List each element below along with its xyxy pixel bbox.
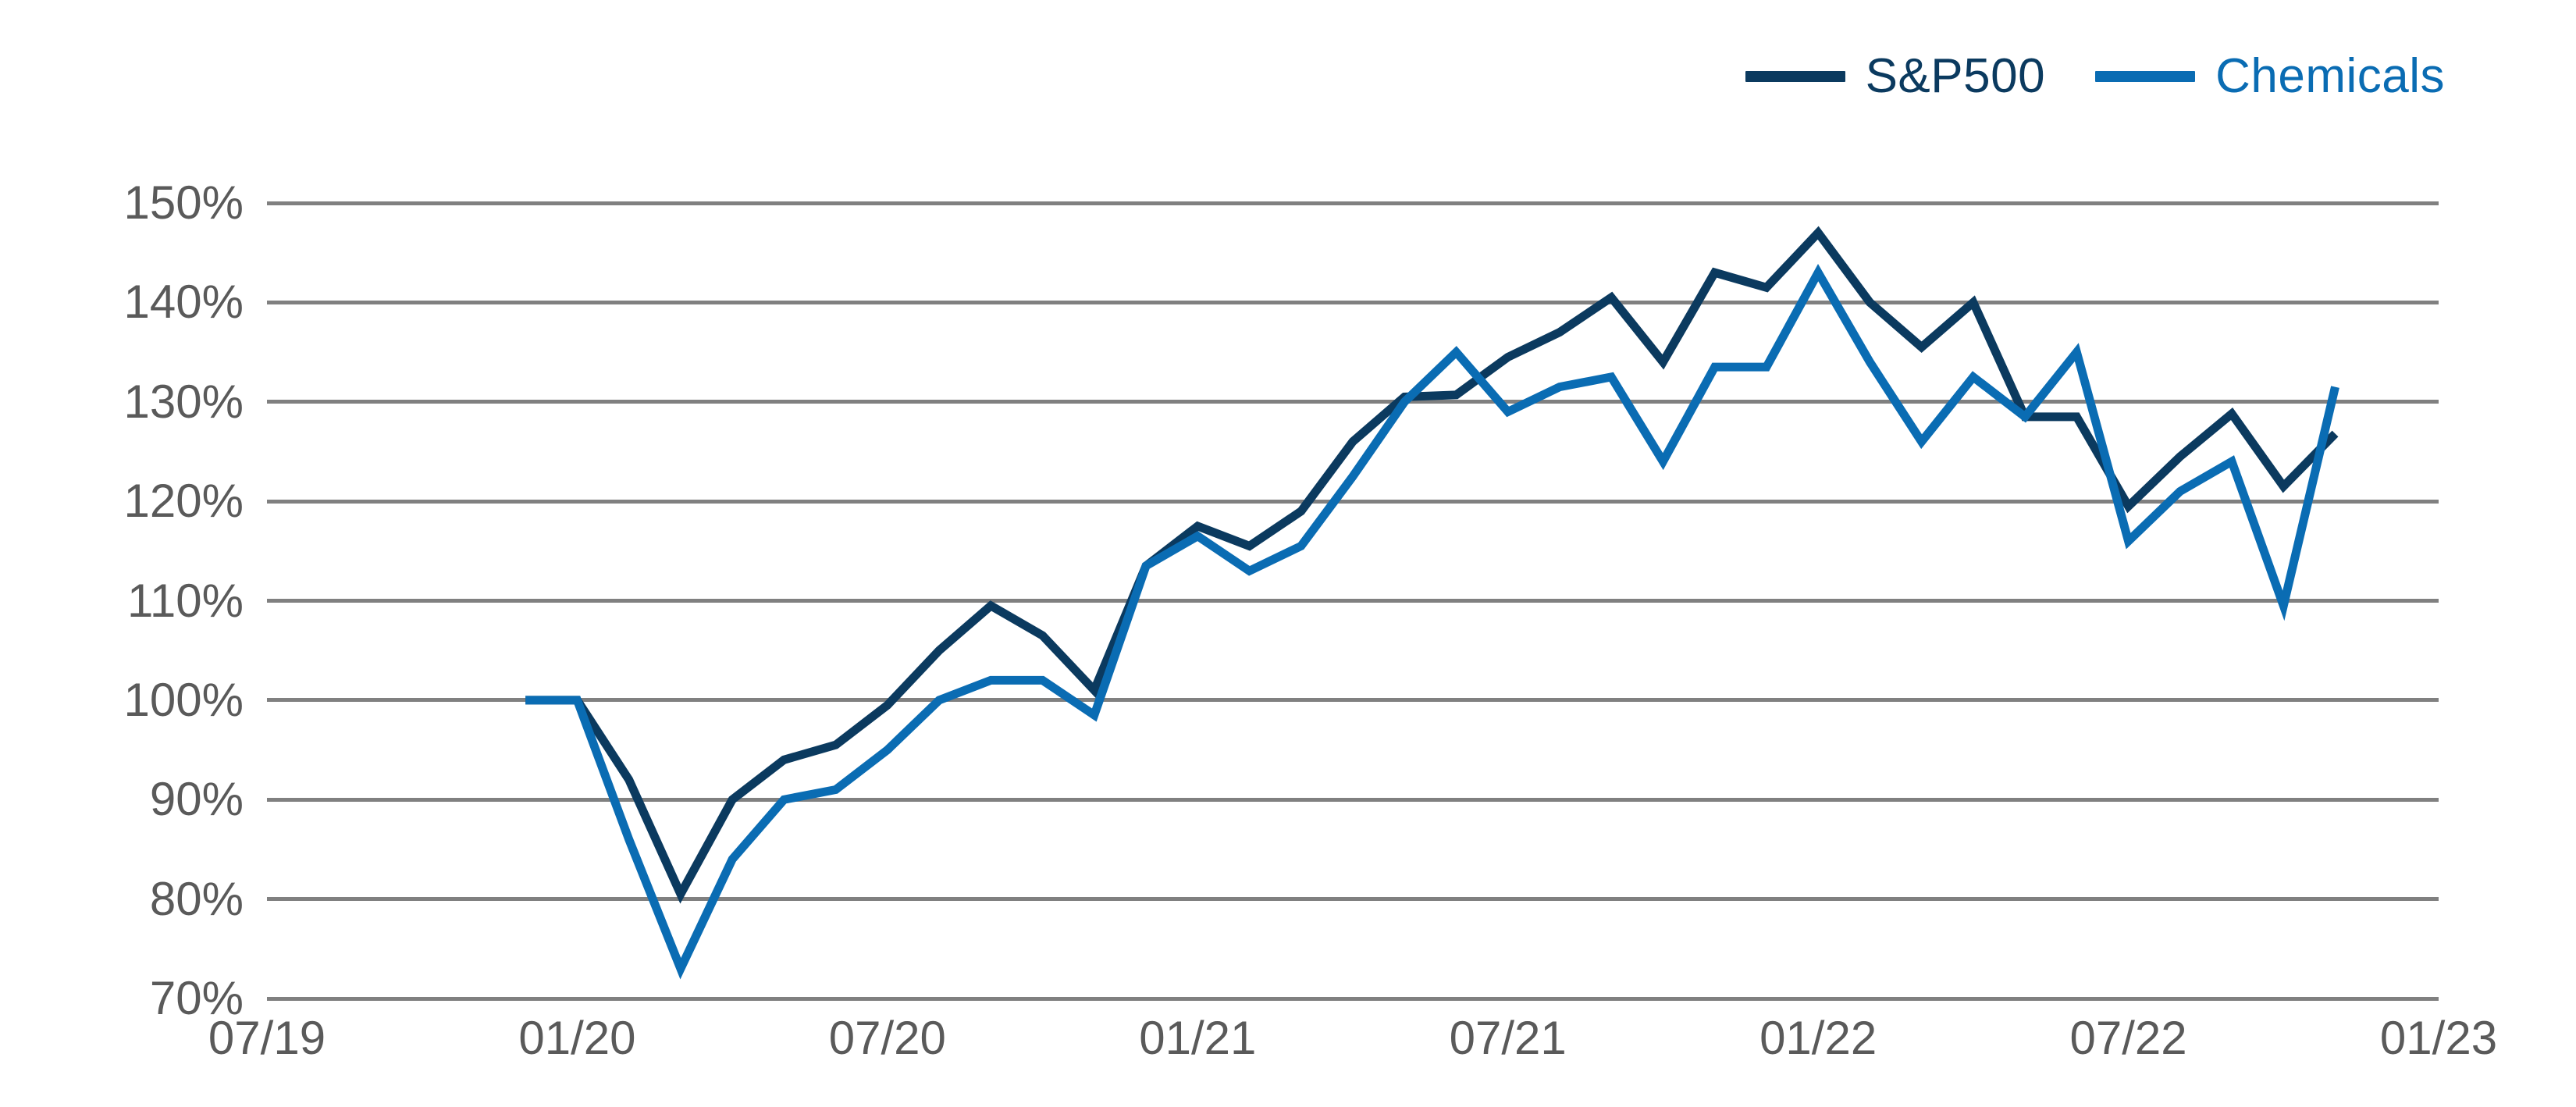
- y-axis-tick-label: 120%: [123, 475, 244, 528]
- series-layer: [525, 226, 2339, 980]
- legend-swatch-chemicals: [2095, 71, 2196, 82]
- y-axis-tick-label: 130%: [123, 375, 244, 428]
- x-axis-tick-label: 07/20: [828, 1012, 946, 1064]
- gridline: [267, 797, 2439, 802]
- x-axis-tick-label: 01/20: [518, 1012, 636, 1064]
- y-axis-tick-label: 110%: [126, 574, 244, 627]
- gridline: [267, 499, 2439, 504]
- gridline: [267, 996, 2439, 1001]
- legend-label-sp500: S&P500: [1865, 49, 2046, 103]
- y-axis-tick-label: 100%: [123, 673, 244, 726]
- y-axis-tick-label: 140%: [123, 276, 244, 329]
- legend-item-sp500[interactable]: S&P500: [1745, 52, 2046, 101]
- gridline: [267, 698, 2439, 703]
- x-axis-tick-label: 07/19: [208, 1012, 326, 1064]
- gridline: [267, 300, 2439, 304]
- gridline: [267, 400, 2439, 404]
- y-axis-tick-label: 70%: [149, 972, 244, 1024]
- series-line-s-p500: [525, 226, 2339, 904]
- legend-label-chemicals: Chemicals: [2215, 49, 2445, 103]
- plot-area: [267, 201, 2439, 1001]
- y-axis-tick-label: 90%: [149, 773, 244, 826]
- x-axis-tick-label: 07/21: [1449, 1012, 1567, 1064]
- series-line-chemicals: [525, 263, 2339, 980]
- gridline: [267, 201, 2439, 205]
- x-axis-tick-label: 01/23: [2379, 1012, 2498, 1064]
- x-axis-tick-label: 01/21: [1139, 1012, 1257, 1064]
- x-axis-tick-label: 07/22: [2069, 1012, 2187, 1064]
- legend-item-chemicals[interactable]: Chemicals: [2095, 52, 2445, 101]
- gridline: [267, 897, 2439, 902]
- legend-swatch-sp500: [1745, 71, 1845, 82]
- chart-legend: S&P500 Chemicals: [0, 45, 2576, 108]
- y-axis: 150% 140% 130% 120% 110% 100% 90% 80% 70%: [0, 180, 244, 1022]
- x-axis-tick-label: 01/22: [1759, 1012, 1877, 1064]
- x-axis: 07/19 01/20 07/20 01/21 07/21 01/22 07/22 01/23: [0, 1015, 2576, 1085]
- y-axis-tick-label: 150%: [123, 176, 244, 229]
- gridline: [267, 599, 2439, 603]
- y-axis-tick-label: 80%: [149, 872, 244, 925]
